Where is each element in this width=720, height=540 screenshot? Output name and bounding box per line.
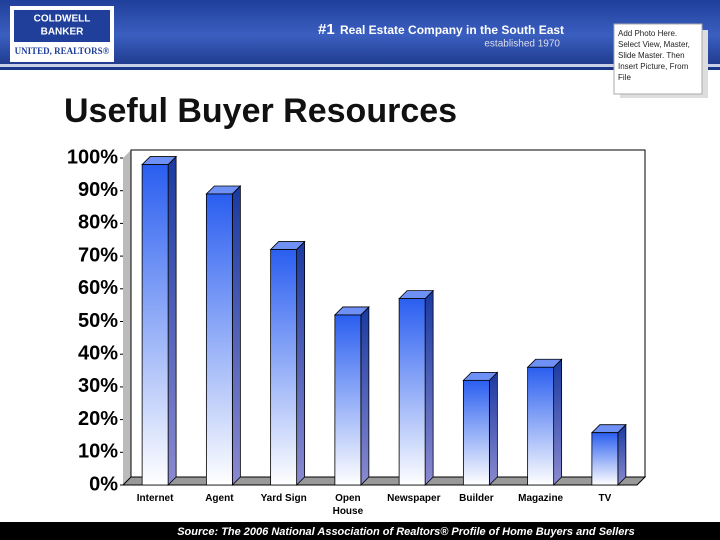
tagline: Real Estate Company in the South East [340, 23, 564, 37]
footer-band [0, 522, 720, 540]
bar-side [553, 358, 563, 486]
floor [121, 476, 647, 486]
bar [141, 164, 169, 486]
header-band [0, 0, 720, 70]
y-tick-label: 20% [78, 408, 118, 430]
x-tick-label: Internet [136, 493, 174, 504]
logo-text: UNITED, REALTORS® [15, 46, 110, 56]
bar-side [617, 423, 627, 486]
tagline-number: #1 [318, 21, 335, 38]
bar [462, 379, 490, 486]
side-wall [123, 150, 131, 485]
y-tick-label: 10% [78, 441, 118, 463]
x-tick-label: Agent [205, 493, 234, 504]
photo-placeholder [613, 23, 703, 95]
bar [334, 314, 362, 486]
x-tick-label: Newspaper [387, 493, 441, 504]
logo-text: COLDWELL [34, 14, 91, 25]
established: established 1970 [484, 39, 560, 50]
bar-side [488, 371, 498, 486]
x-tick-label: Yard Sign [260, 493, 307, 504]
x-tick-label: TV [598, 493, 612, 504]
y-tick-label: 50% [78, 310, 118, 332]
y-tick-label: 90% [78, 179, 118, 201]
y-tick-label: 100% [67, 146, 118, 168]
y-tick-label: 80% [78, 212, 118, 234]
source-note: Source: The 2006 National Association of… [177, 526, 635, 538]
chart-title: Useful Buyer Resources [64, 92, 457, 130]
y-tick-label: 30% [78, 375, 118, 397]
bar [205, 193, 233, 486]
bar [398, 298, 426, 486]
bar-side [424, 289, 434, 486]
bar [527, 366, 555, 486]
y-tick-label: 0% [89, 473, 118, 495]
x-tick-label: Magazine [518, 493, 564, 504]
photo-note: Add Photo Here. Select View, Master, Sli… [618, 29, 690, 82]
x-tick-label: Builder [459, 493, 494, 504]
logo-mark [14, 10, 110, 42]
bar [270, 249, 298, 486]
bar-side [360, 305, 370, 486]
y-tick-label: 70% [78, 244, 118, 266]
x-tick-label: Open House [332, 493, 364, 517]
bar-side [231, 185, 241, 486]
bar [591, 432, 619, 486]
bar-side [296, 240, 306, 486]
y-tick-label: 60% [78, 277, 118, 299]
y-tick-label: 40% [78, 342, 118, 364]
bar-side [167, 155, 177, 486]
logo-text: BANKER [41, 27, 85, 38]
header-stripe [0, 64, 720, 67]
